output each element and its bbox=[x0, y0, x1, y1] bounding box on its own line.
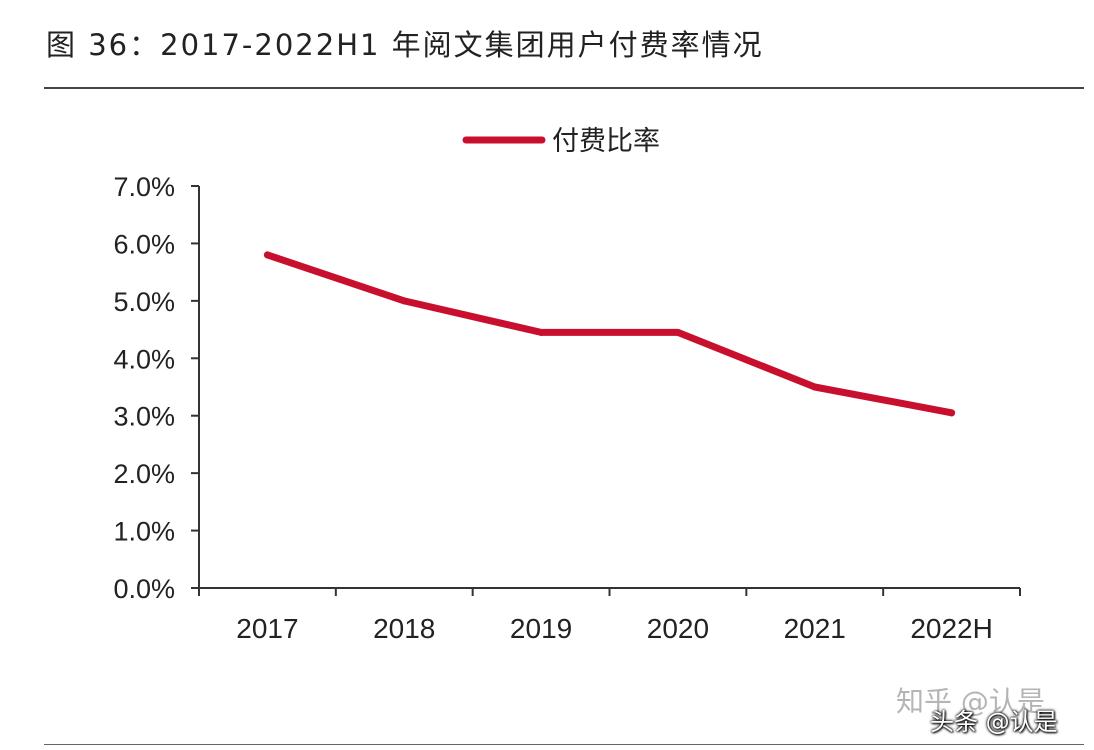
series-line bbox=[263, 251, 956, 417]
data-point bbox=[400, 297, 408, 305]
y-tick-label: 0.0% bbox=[113, 574, 175, 604]
y-tick-label: 1.0% bbox=[113, 517, 175, 547]
data-point bbox=[263, 251, 271, 259]
x-tick-label: 2019 bbox=[510, 613, 572, 644]
data-point bbox=[674, 328, 682, 336]
y-tick-label: 5.0% bbox=[113, 287, 175, 317]
bottom-rule bbox=[44, 744, 1084, 745]
top-rule bbox=[44, 87, 1084, 89]
legend-label: 付费比率 bbox=[552, 126, 660, 157]
toutiao-watermark: 头条 @认是 bbox=[930, 708, 1058, 736]
y-tick-label: 7.0% bbox=[113, 172, 175, 202]
y-tick-label: 6.0% bbox=[113, 229, 175, 259]
data-point bbox=[811, 383, 819, 391]
x-tick-label: 2020 bbox=[647, 613, 709, 644]
x-tick-label: 2021 bbox=[784, 613, 846, 644]
data-point bbox=[948, 409, 956, 417]
x-tick-label: 2022H bbox=[910, 613, 993, 644]
x-tick-label: 2017 bbox=[236, 613, 298, 644]
y-tick-label: 3.0% bbox=[113, 402, 175, 432]
zhihu-watermark: 知乎 @认是 bbox=[896, 685, 1045, 718]
figure-title: 图 36：2017-2022H1 年阅文集团用户付费率情况 bbox=[46, 28, 764, 62]
y-tick-label: 2.0% bbox=[113, 459, 175, 489]
data-point bbox=[537, 328, 545, 336]
y-tick-label: 4.0% bbox=[113, 344, 175, 374]
x-tick-label: 2018 bbox=[373, 613, 435, 644]
